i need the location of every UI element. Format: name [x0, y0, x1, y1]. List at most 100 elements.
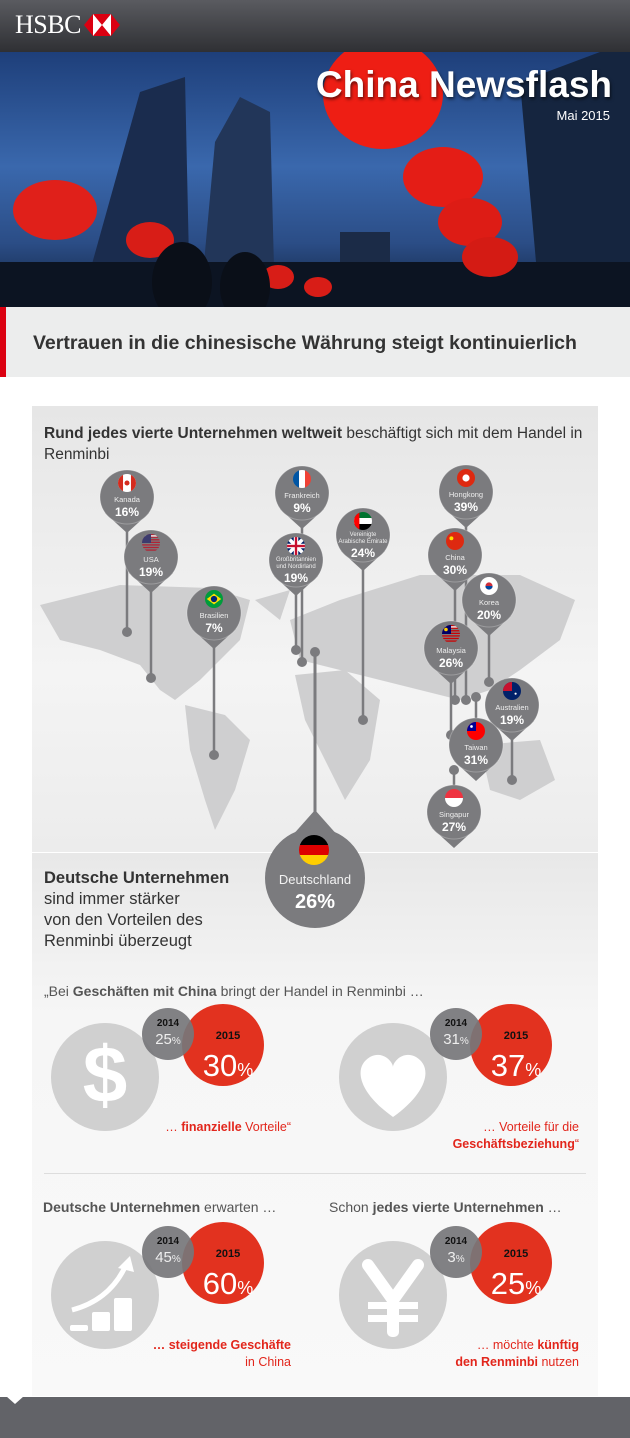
title-bold: Rund jedes vierte Unternehmen weltweit [44, 425, 343, 442]
stat-2014-value: 3% [430, 1249, 482, 1266]
heading-bold: Deutsche Unternehmen [43, 1199, 201, 1215]
germany-pin-dot [310, 647, 320, 657]
value: 25 [155, 1031, 172, 1048]
caption-pre: … [165, 1120, 182, 1134]
header-bar: HSBC [0, 0, 630, 52]
svg-text:$: $ [83, 1030, 128, 1119]
pin-bubble [438, 464, 494, 520]
pin-deutschland[interactable]: Deutschland 26% [265, 810, 365, 928]
pin-label: Malaysia [436, 646, 466, 655]
stat-heading-growth: Deutsche Unternehmen erwarten … [43, 1199, 276, 1215]
pin-label: Australien [495, 703, 528, 712]
germany-summary: Deutsche Unternehmen sind immer stärker … [44, 868, 264, 952]
pin-label: Großbritannien [276, 557, 316, 563]
quote-intro: „Bei Geschäften mit China bringt der Han… [44, 983, 424, 999]
stat-2014-circle [430, 1008, 482, 1060]
pin-label: Deutschland [279, 872, 351, 887]
heading-pre: Schon [329, 1199, 373, 1215]
singapore-flag-icon [445, 789, 463, 807]
caption-line2-bold: den Renminbi [455, 1355, 538, 1369]
stat-2015-circle [182, 1222, 264, 1304]
stat-heading-yuan: Schon jedes vierte Unternehmen … [329, 1199, 562, 1215]
uae-flag-icon [354, 512, 372, 530]
stat-block: $ 2014 25% 2015 30% … finanzielle Vortei… [50, 1004, 300, 1174]
map-section-title: Rund jedes vierte Unternehmen weltweit b… [44, 423, 584, 465]
stat-2015-value: 37% [470, 1048, 562, 1084]
pin-label: Korea [479, 598, 500, 607]
pin-value: 24% [351, 546, 375, 560]
pin-label: Arabische Emirate [338, 539, 388, 545]
australia-flag-icon [503, 682, 521, 700]
pin-bubble [268, 532, 324, 588]
pin-label: Kanada [114, 495, 141, 504]
value: 45 [155, 1249, 172, 1266]
usa-flag-icon [142, 534, 160, 551]
caption-pre: … Vorteile für die [483, 1120, 579, 1134]
country-pins: Kanada16%USA19%Brasilien7%Frankreich9%Gr… [99, 464, 540, 928]
pin-dot [450, 695, 460, 705]
quote-post: bringt der Handel in Renminbi … [216, 983, 424, 999]
caption-post: Vorteile“ [241, 1120, 291, 1134]
pin-value: 30% [443, 563, 467, 577]
pin-value: 27% [442, 820, 466, 834]
value: 30 [202, 1048, 238, 1083]
pin-value: 26% [439, 656, 463, 670]
heading-rest: … [543, 1199, 562, 1215]
pin-label: Vereinigte [350, 532, 377, 538]
pin-value: 16% [115, 505, 139, 519]
heading-bold: jedes vierte Unternehmen [372, 1199, 544, 1215]
pin-bubble [423, 620, 479, 676]
pin-value: 19% [500, 713, 524, 727]
stat-2015-year: 2015 [215, 1248, 241, 1260]
korea-flag-icon [480, 577, 498, 595]
pin-value: 19% [284, 571, 308, 585]
hero-banner: China Newsflash Mai 2015 [0, 52, 630, 307]
pin-dot [449, 765, 459, 775]
stat-2014-value: 45% [142, 1249, 194, 1266]
stat-block: 2014 45% 2015 60% … steigende Geschäfte … [50, 1222, 300, 1392]
pin-dot [471, 692, 481, 702]
brazil-flag-icon [205, 590, 223, 608]
france-flag-icon [293, 470, 311, 488]
stat-2014-circle [430, 1226, 482, 1278]
summary-line-2: sind immer stärker [44, 890, 180, 908]
stat-2015-circle [182, 1004, 264, 1086]
stat-caption: … möchte künftig den Renminbi nutzen [379, 1337, 579, 1371]
stat-2015-circle [470, 1222, 552, 1304]
pin-dot [297, 657, 307, 667]
pin-value: 26% [295, 891, 335, 913]
yuan-icon [339, 1241, 447, 1349]
stat-2014-value: 31% [430, 1031, 482, 1048]
heading-rest: erwarten … [200, 1199, 277, 1215]
issue-date: Mai 2015 [556, 108, 610, 123]
hsbc-logo-text[interactable]: HSBC [15, 10, 81, 39]
unit: % [171, 1036, 181, 1047]
unit: % [459, 1036, 469, 1047]
unit: % [171, 1254, 181, 1265]
pin-bubble [186, 585, 242, 641]
stat-2015-year: 2015 [503, 1030, 529, 1042]
value: 25 [490, 1266, 526, 1301]
headline: Vertrauen in die chinesische Währung ste… [33, 332, 577, 354]
stat-2014-circle [142, 1008, 194, 1060]
hsbc-hexagon-logo-icon [84, 14, 120, 36]
pin-label: Brasilien [200, 611, 229, 620]
quote-bold: Geschäften mit China [72, 983, 217, 999]
germany-flag-icon [299, 835, 329, 865]
summary-line-1: Deutsche Unternehmen [44, 869, 230, 887]
stat-2014-value: 25% [142, 1031, 194, 1048]
stat-2014-year: 2014 [156, 1236, 180, 1247]
pin-label: Taiwan [464, 743, 487, 752]
pin-bubble [123, 529, 179, 585]
